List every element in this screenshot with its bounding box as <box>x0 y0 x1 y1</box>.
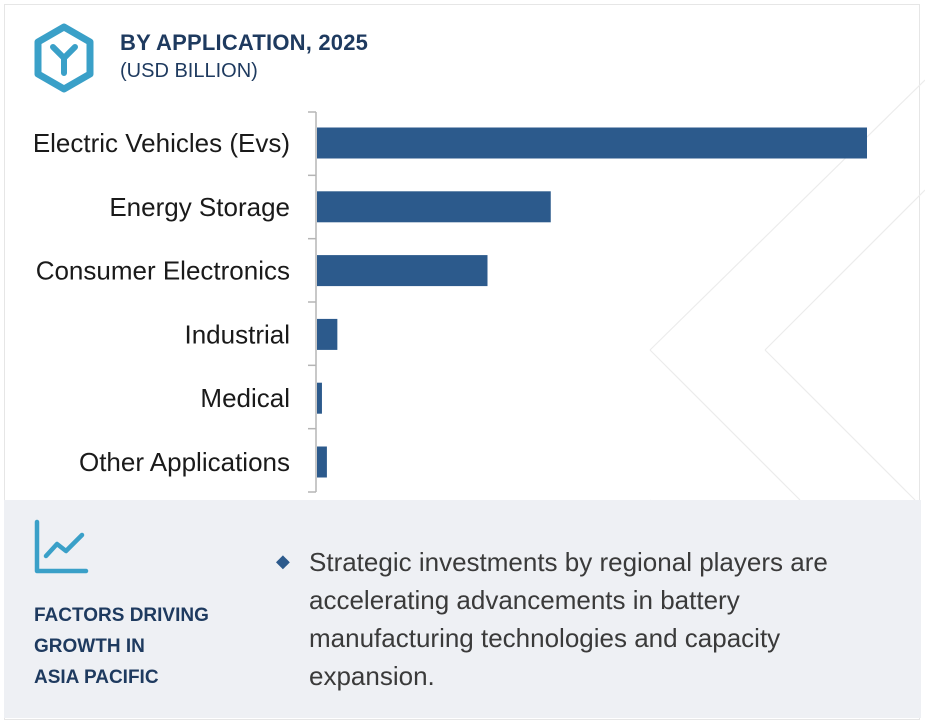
bar <box>317 191 551 223</box>
category-label: Consumer Electronics <box>36 256 290 286</box>
logo-icon <box>34 23 94 93</box>
factors-description: Strategic investments by regional player… <box>309 547 828 691</box>
category-label: Industrial <box>185 319 291 349</box>
factors-heading: FACTORS DRIVING GROWTH IN ASIA PACIFIC <box>34 605 209 688</box>
category-label: Electric Vehicles (Evs) <box>33 128 290 158</box>
bar <box>317 318 338 350</box>
factors-panel <box>4 500 921 718</box>
bar-chart: Electric Vehicles (Evs) Energy Storage Con… <box>33 111 867 493</box>
bar <box>317 127 867 159</box>
bar <box>317 255 488 287</box>
trend-chart-icon <box>34 519 89 574</box>
category-label: Energy Storage <box>109 192 290 222</box>
diamond-bullet-icon: ◆ <box>276 551 290 571</box>
category-label: Other Applications <box>79 447 290 477</box>
bar <box>317 446 327 478</box>
chart-title: BY APPLICATION, 2025 <box>120 30 369 55</box>
chart-subtitle: (USD BILLION) <box>120 60 258 82</box>
category-label: Medical <box>200 383 290 413</box>
bar <box>317 382 322 414</box>
card-frame <box>4 4 920 720</box>
